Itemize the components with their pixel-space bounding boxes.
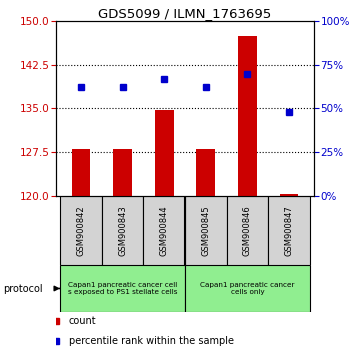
Title: GDS5099 / ILMN_1763695: GDS5099 / ILMN_1763695 [99, 7, 271, 20]
Bar [196, 149, 215, 195]
Text: Capan1 pancreatic cancer
cells only: Capan1 pancreatic cancer cells only [200, 282, 295, 295]
Text: GSM900846: GSM900846 [243, 205, 252, 256]
Bar [238, 36, 257, 195]
Text: GSM900845: GSM900845 [201, 205, 210, 256]
Bar [102, 195, 143, 265]
Bar [60, 265, 185, 312]
Bar [268, 195, 310, 265]
Text: percentile rank within the sample: percentile rank within the sample [69, 336, 234, 346]
Bar [227, 195, 268, 265]
Text: protocol: protocol [4, 284, 43, 293]
Text: GSM900847: GSM900847 [284, 205, 293, 256]
Bar [60, 195, 102, 265]
Text: GSM900843: GSM900843 [118, 205, 127, 256]
Bar [113, 149, 132, 195]
Text: count: count [69, 316, 96, 326]
Text: GSM900842: GSM900842 [77, 205, 86, 256]
Bar [185, 265, 310, 312]
Bar [185, 195, 227, 265]
Bar [155, 109, 174, 195]
Bar [143, 195, 185, 265]
Bar [280, 194, 299, 195]
Bar [71, 149, 90, 195]
Text: GSM900844: GSM900844 [160, 205, 169, 256]
Text: Capan1 pancreatic cancer cell
s exposed to PS1 stellate cells: Capan1 pancreatic cancer cell s exposed … [68, 282, 177, 295]
